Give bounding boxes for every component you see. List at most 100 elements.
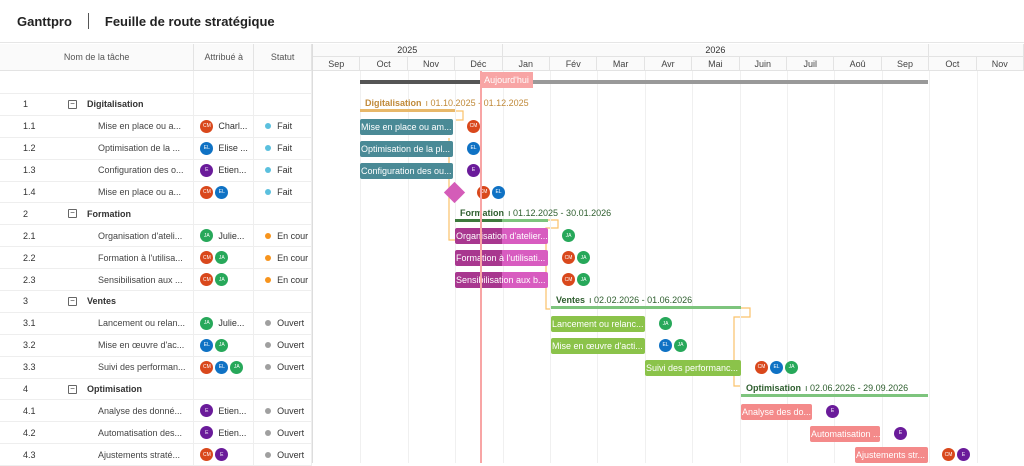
- column-header-status[interactable]: Statut: [254, 44, 312, 70]
- task-bar[interactable]: Automatisation ...: [810, 425, 880, 442]
- assignee-cell[interactable]: [194, 291, 255, 312]
- group-row[interactable]: 2 − Formation: [0, 203, 312, 226]
- assignee-cell[interactable]: E Etien...: [194, 400, 255, 422]
- task-name-cell[interactable]: 4.1 Analyse des donné...: [0, 400, 195, 422]
- status-cell[interactable]: Ouvert: [254, 312, 312, 334]
- task-row[interactable]: 2.1 Organisation d'ateli... JA Julie... En c…: [0, 225, 312, 248]
- assignee-cell[interactable]: [194, 378, 255, 400]
- task-name-cell[interactable]: 1 − Digitalisation: [0, 94, 195, 115]
- task-row[interactable]: 3.1 Lancement ou relan... JA Julie... Ouvert: [0, 312, 312, 335]
- brand-logo[interactable]: Ganttpro: [17, 13, 72, 29]
- task-row[interactable]: 1.4 Mise en place ou a... CM EL Fait: [0, 181, 312, 204]
- task-name-cell[interactable]: 3.2 Mise en œuvre d'ac...: [0, 334, 195, 356]
- collapse-icon[interactable]: −: [68, 296, 77, 306]
- task-name-cell[interactable]: 1.1 Mise en place ou a...: [0, 115, 195, 137]
- status-cell[interactable]: [254, 378, 312, 400]
- avatar: EL: [200, 338, 214, 352]
- assignee-cell[interactable]: EL Elise ...: [194, 137, 255, 159]
- assignee-cell[interactable]: E Etien...: [194, 422, 255, 444]
- task-name-cell[interactable]: 4.3 Ajustements straté...: [0, 444, 195, 466]
- task-bar[interactable]: Formation à l'utilisati...: [455, 250, 548, 267]
- task-name-cell[interactable]: 2.1 Organisation d'ateli...: [0, 225, 195, 247]
- task-row[interactable]: 1.3 Configuration des o... E Etien... Fait: [0, 159, 312, 182]
- status-cell[interactable]: Ouvert: [254, 400, 312, 422]
- column-header-assigned[interactable]: Attribué à: [194, 44, 255, 70]
- task-row[interactable]: 1.2 Optimisation de la ... EL Elise ... Fait: [0, 137, 312, 160]
- assignee-cell[interactable]: CM JA: [194, 247, 255, 269]
- group-bar[interactable]: [741, 393, 928, 397]
- status-cell[interactable]: En cour: [254, 225, 312, 247]
- assignee-cell[interactable]: E Etien...: [194, 159, 255, 181]
- task-bar[interactable]: Suivi des performanc...: [645, 359, 741, 376]
- task-row[interactable]: 2.3 Sensibilisation aux ... CM JA En cour: [0, 269, 312, 292]
- task-row[interactable]: 3.3 Suivi des performan... CM EL JA Ouvert: [0, 356, 312, 379]
- assignee-cell[interactable]: [194, 94, 255, 115]
- task-name-cell[interactable]: 2 − Formation: [0, 203, 195, 225]
- task-bar[interactable]: Optimisation de la pl...: [360, 140, 453, 157]
- assignee-cell[interactable]: [194, 203, 255, 225]
- assignee-cell[interactable]: CM EL: [194, 181, 255, 203]
- group-row[interactable]: 1 − Digitalisation: [0, 94, 312, 116]
- status-cell[interactable]: En cour: [254, 247, 312, 269]
- task-name-cell[interactable]: 3.1 Lancement ou relan...: [0, 312, 195, 334]
- status-cell[interactable]: Ouvert: [254, 422, 312, 444]
- status-cell[interactable]: Ouvert: [254, 444, 312, 466]
- task-bar[interactable]: Mise en place ou am...: [360, 118, 453, 135]
- group-bar[interactable]: [455, 218, 548, 222]
- group-bar[interactable]: [551, 306, 741, 310]
- task-row[interactable]: 4.2 Automatisation des... E Etien... Ouvert: [0, 422, 312, 445]
- task-bar[interactable]: Ajustements str...: [855, 447, 928, 464]
- task-name-cell[interactable]: 4 − Optimisation: [0, 378, 195, 400]
- avatar: CM: [200, 251, 214, 265]
- group-row[interactable]: 4 − Optimisation: [0, 378, 312, 401]
- status-cell[interactable]: Ouvert: [254, 356, 312, 378]
- task-bar[interactable]: Mise en œuvre d'acti...: [551, 337, 645, 354]
- status-cell[interactable]: Fait: [254, 115, 312, 137]
- group-bar[interactable]: [360, 109, 455, 112]
- status-cell[interactable]: [254, 203, 312, 225]
- group-row[interactable]: 3 − Ventes: [0, 291, 312, 313]
- assignee-cell[interactable]: CM E: [194, 444, 255, 466]
- task-number: 1.3: [23, 165, 36, 176]
- status-cell[interactable]: Fait: [254, 159, 312, 181]
- status-cell[interactable]: Fait: [254, 137, 312, 159]
- grid-line: [739, 71, 741, 463]
- assignee-cell[interactable]: EL JA: [194, 334, 255, 356]
- status-cell[interactable]: [254, 94, 312, 115]
- status-cell[interactable]: [254, 291, 312, 312]
- task-name-cell[interactable]: 2.2 Formation à l'utilisa...: [0, 247, 195, 269]
- assignee-cell[interactable]: JA Julie...: [194, 225, 255, 247]
- assignee-cell[interactable]: JA Julie...: [194, 312, 255, 334]
- task-row[interactable]: 4.1 Analyse des donné... E Etien... Ouvert: [0, 400, 312, 423]
- status-cell[interactable]: En cour: [254, 269, 312, 291]
- task-name-cell[interactable]: 1.2 Optimisation de la ...: [0, 137, 195, 159]
- collapse-icon[interactable]: −: [68, 384, 77, 394]
- task-name-cell[interactable]: 3.3 Suivi des performan...: [0, 356, 195, 378]
- task-name-cell[interactable]: 1.4 Mise en place ou a...: [0, 181, 195, 203]
- status-label: Fait: [277, 143, 293, 154]
- status-cell[interactable]: Ouvert: [254, 334, 312, 356]
- status-cell[interactable]: Fait: [254, 181, 312, 203]
- column-header-name[interactable]: Nom de la tâche: [0, 44, 195, 70]
- task-row[interactable]: 1.1 Mise en place ou a... CM Charl... Fait: [0, 115, 312, 138]
- assignee-cell[interactable]: CM JA: [194, 269, 255, 291]
- task-name-cell[interactable]: 2.3 Sensibilisation aux ...: [0, 269, 195, 291]
- task-bar[interactable]: Configuration des ou...: [360, 162, 453, 179]
- assignee-cell[interactable]: CM EL JA: [194, 356, 255, 378]
- task-number: 1: [23, 99, 29, 110]
- collapse-icon[interactable]: −: [68, 209, 77, 219]
- task-row[interactable]: 3.2 Mise en œuvre d'ac... EL JA Ouvert: [0, 334, 312, 357]
- task-bar[interactable]: Sensibilisation aux b...: [455, 272, 548, 289]
- task-row[interactable]: 2.2 Formation à l'utilisa... CM JA En cour: [0, 247, 312, 270]
- task-bar[interactable]: Organisation d'atelier...: [455, 228, 548, 245]
- collapse-icon[interactable]: −: [68, 99, 77, 109]
- task-bar[interactable]: Lancement ou relanc...: [551, 316, 645, 332]
- assignee-cell[interactable]: CM Charl...: [194, 115, 255, 137]
- task-bar[interactable]: Analyse des do...: [741, 403, 812, 420]
- task-name-cell[interactable]: 4.2 Automatisation des...: [0, 422, 195, 444]
- task-name-cell[interactable]: 3 − Ventes: [0, 291, 195, 312]
- task-name: Suivi des performan...: [98, 362, 186, 373]
- avatar: JA: [200, 229, 214, 243]
- task-name-cell[interactable]: 1.3 Configuration des o...: [0, 159, 195, 181]
